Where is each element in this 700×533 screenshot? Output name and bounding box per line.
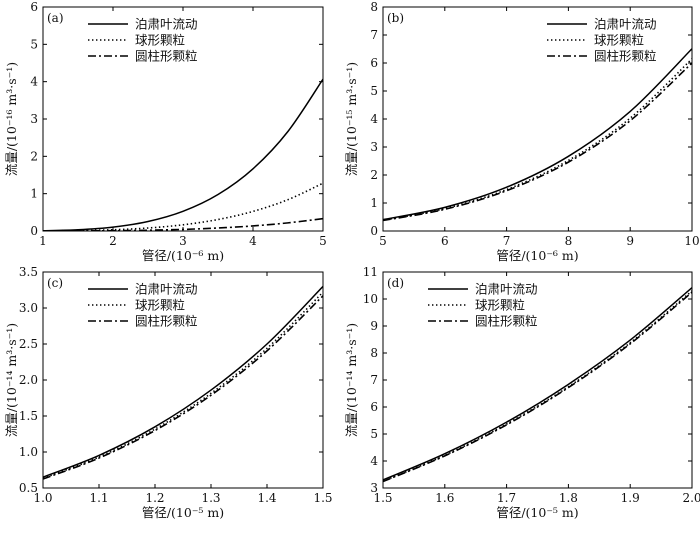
y-tick-label: 3 [30, 112, 38, 126]
x-tick-label: 1 [39, 234, 47, 248]
y-tick-label: 0 [30, 224, 38, 238]
x-tick-label: 8 [565, 234, 573, 248]
x-axis-label: 管径/(10⁻⁶ m) [496, 248, 578, 263]
y-axis-label: 流量/(10⁻¹⁴ m³·s⁻¹) [4, 323, 19, 437]
y-tick-label: 8 [370, 346, 378, 360]
y-tick-label: 6 [370, 56, 378, 70]
legend-label: 球形颗粒 [135, 33, 185, 48]
x-tick-label: 1.5 [373, 491, 392, 505]
plot-frame [382, 6, 693, 232]
y-tick-label: 1 [30, 187, 38, 201]
y-tick-label: 4 [30, 75, 38, 89]
y-tick-label: 11 [363, 265, 378, 279]
y-tick-label: 5 [370, 427, 378, 441]
y-tick-label: 0 [370, 224, 378, 238]
x-tick-label: 1.6 [435, 491, 454, 505]
x-tick-label: 1.5 [313, 491, 332, 505]
x-tick-label: 1.4 [257, 491, 276, 505]
chart-panel-4: 1.5 1.6 1.7 1.8 1.9 2.0 3 4 5 6 7 8 9 10 11 管径/(10⁻⁵ m)… [344, 265, 700, 520]
y-tick-label: 7 [370, 373, 378, 387]
y-tick-label: 3.0 [19, 301, 38, 315]
panel-label: (c) [47, 276, 63, 290]
series-line-solid [383, 287, 692, 481]
legend-label: 球形颗粒 [594, 33, 644, 48]
y-tick-label: 1.5 [19, 409, 38, 423]
y-tick-label: 9 [370, 319, 378, 333]
x-tick-label: 2.0 [682, 491, 700, 505]
x-tick-label: 1.0 [33, 491, 52, 505]
y-tick-label: 1.0 [19, 445, 38, 459]
x-tick-label: 2 [109, 234, 117, 248]
y-axis-label: 流量/(10⁻¹⁴ m³·s⁻¹) [344, 323, 359, 437]
y-tick-label: 4 [370, 454, 378, 468]
y-tick-label: 3 [370, 481, 378, 495]
x-tick-label: 6 [441, 234, 449, 248]
series-line-dashdot [383, 62, 692, 222]
series-line-dotted [383, 58, 692, 222]
y-tick-label: 10 [363, 292, 378, 306]
x-tick-label: 7 [503, 234, 511, 248]
x-tick-label: 1.2 [145, 491, 164, 505]
panel-label: (b) [387, 11, 404, 25]
series-line-solid [383, 48, 692, 221]
x-tick-label: 4 [249, 234, 257, 248]
chart-panel-3: 1.0 1.1 1.2 1.3 1.4 1.50.51.01.52.02.53.03.5管… [4, 265, 333, 520]
legend-label: 圆柱形颗粒 [135, 314, 198, 329]
x-tick-label: 1.7 [497, 491, 516, 505]
y-tick-label: 2 [370, 168, 378, 182]
panel-label: (d) [387, 276, 404, 290]
legend-label: 圆柱形颗粒 [594, 49, 657, 64]
series-line-dashdot [383, 291, 692, 483]
x-tick-label: 10 [684, 234, 699, 248]
legend-label: 球形颗粒 [135, 298, 185, 313]
x-tick-label: 1.1 [89, 491, 108, 505]
x-axis-label: 管径/(10⁻⁵ m) [496, 505, 578, 520]
y-tick-label: 2 [30, 149, 38, 163]
y-tick-label: 6 [30, 0, 38, 14]
legend-label: 球形颗粒 [475, 298, 525, 313]
legend-label: 泊肃叶流动 [475, 282, 538, 297]
y-tick-label: 4 [370, 112, 378, 126]
series-line-dashdot [43, 295, 323, 480]
x-tick-label: 1.3 [201, 491, 220, 505]
x-tick-label: 1.8 [559, 491, 578, 505]
x-axis-label: 管径/(10⁻⁶ m) [142, 248, 224, 263]
y-tick-label: 1 [370, 196, 378, 210]
legend-label: 泊肃叶流动 [594, 17, 657, 32]
legend-label: 泊肃叶流动 [135, 282, 198, 297]
panel-label: (a) [47, 11, 64, 25]
y-axis-label: 流量/(10⁻¹⁶ m³·s⁻¹) [4, 62, 19, 176]
y-tick-label: 0.5 [19, 481, 38, 495]
y-tick-label: 6 [370, 400, 378, 414]
x-axis-label: 管径/(10⁻⁵ m) [142, 505, 224, 520]
x-tick-label: 3 [179, 234, 187, 248]
y-tick-label: 2.5 [19, 337, 38, 351]
y-axis-label: 流量/(10⁻¹⁵ m³·s⁻¹) [344, 62, 359, 176]
series-line-solid [43, 285, 323, 478]
x-tick-label: 5 [319, 234, 327, 248]
legend-label: 泊肃叶流动 [135, 17, 198, 32]
x-tick-label: 9 [626, 234, 634, 248]
legend-label: 圆柱形颗粒 [475, 314, 538, 329]
y-tick-label: 3 [370, 140, 378, 154]
y-tick-label: 5 [370, 84, 378, 98]
x-tick-label: 1.9 [621, 491, 640, 505]
y-tick-label: 3.5 [19, 265, 38, 279]
series-line-solid [43, 78, 323, 231]
series-line-dotted [43, 182, 323, 231]
x-tick-label: 5 [379, 234, 387, 248]
y-tick-label: 8 [370, 0, 378, 14]
legend-label: 圆柱形颗粒 [135, 49, 198, 64]
y-tick-label: 2.0 [19, 373, 38, 387]
y-tick-label: 7 [370, 28, 378, 42]
y-tick-label: 5 [30, 37, 38, 51]
